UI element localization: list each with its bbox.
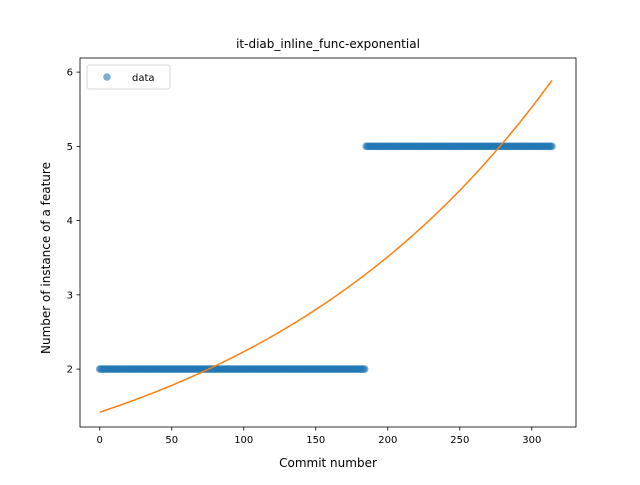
legend-box [86, 64, 171, 90]
y-tick-label: 2 [67, 365, 73, 376]
legend-label: data [132, 73, 155, 84]
legend-marker [103, 73, 111, 81]
fit-curve-line [99, 79, 553, 413]
data-series [95, 142, 556, 373]
data-point [360, 365, 369, 373]
axes-frame [79, 57, 577, 428]
chart-title: it-diab_inline_func-exponential [236, 37, 420, 51]
x-axis-label: Commit number [279, 456, 377, 470]
x-tick-label: 250 [450, 435, 469, 446]
y-tick-label: 6 [67, 68, 73, 79]
y-tick-label: 4 [67, 216, 73, 227]
legend: data [86, 64, 171, 90]
y-axis-label: Number of instance of a feature [39, 162, 53, 354]
y-tick-label: 3 [67, 290, 73, 301]
axes: 0 50 100 150 200 250 300 2 3 4 5 6 [67, 57, 577, 446]
x-tick-label: 150 [306, 435, 325, 446]
x-tick-label: 300 [522, 435, 541, 446]
x-tick-label: 50 [165, 435, 178, 446]
x-tick-label: 0 [97, 435, 103, 446]
data-point [548, 142, 556, 151]
y-tick-label: 5 [67, 142, 73, 153]
x-tick-label: 200 [378, 435, 397, 446]
plot-area [95, 79, 556, 413]
x-tick-label: 100 [234, 435, 253, 446]
